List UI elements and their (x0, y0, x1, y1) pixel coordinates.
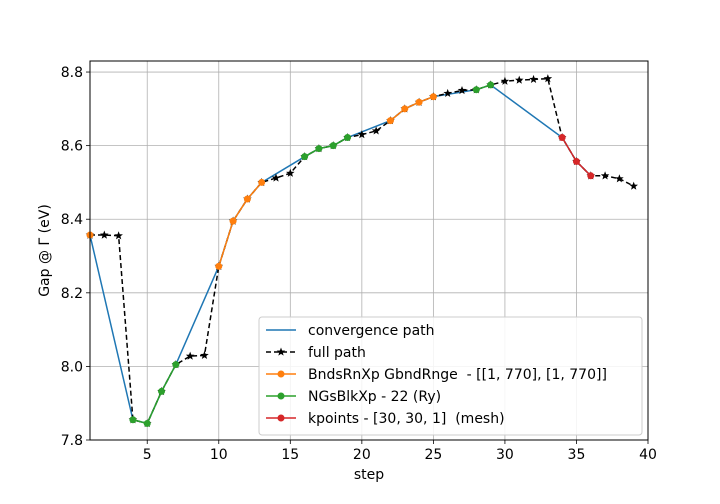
legend-marker (277, 392, 285, 400)
series-3-point (487, 81, 495, 89)
series-3-point (301, 153, 309, 161)
series-1-point (185, 351, 195, 360)
series-layer (85, 74, 638, 428)
series-2-point (229, 217, 237, 225)
x-tick-label: 25 (424, 447, 442, 463)
series-3-point (158, 387, 166, 395)
series-4-point (587, 172, 595, 180)
series-1-point (615, 174, 624, 183)
series-2-point (243, 195, 251, 203)
series-3-point (172, 361, 180, 369)
legend-label: kpoints - [30, 30, 1] (mesh) (308, 411, 505, 427)
x-tick-label: 10 (210, 447, 228, 463)
series-1-point (114, 231, 123, 240)
legend-marker (276, 347, 286, 356)
y-tick-label: 7.8 (61, 433, 83, 449)
series-1-point (443, 88, 452, 98)
series-1-point (357, 130, 367, 139)
series-1-point (271, 173, 281, 182)
series-4-point (558, 134, 566, 142)
series-1-point (371, 126, 381, 135)
series-3-point (143, 419, 151, 427)
grid (90, 61, 649, 441)
x-tick-label: 40 (639, 447, 657, 463)
legend-label: full path (308, 345, 366, 361)
series-1-point (500, 76, 510, 85)
series-3-point (344, 134, 352, 142)
x-tick-label: 15 (281, 447, 299, 463)
series-2-point (429, 93, 437, 101)
series-4-point (572, 157, 580, 165)
series-1-point (543, 74, 553, 83)
y-tick-label: 8.2 (61, 286, 83, 302)
ticks: 5 10 15 20 25 30 35 40 7.8 8.0 8.2 8.4 8.6 8.8 (61, 65, 657, 463)
series-3-point (129, 416, 137, 424)
x-tick-label: 20 (353, 447, 371, 463)
x-tick-label: 30 (496, 447, 514, 463)
plot-frame (89, 60, 649, 441)
legend-label: convergence path (308, 323, 435, 339)
series-3-point (329, 142, 337, 150)
series-1-point (514, 75, 524, 84)
x-axis-label: step (354, 467, 384, 483)
legend-label: NGsBlkXp - 22 (Ry) (308, 389, 441, 405)
series-2-point (215, 262, 223, 270)
series-2-line (218, 181, 263, 267)
series-2-point (415, 98, 423, 106)
series-1-point (629, 181, 638, 190)
y-tick-label: 8.6 (61, 139, 83, 155)
series-2-point (386, 117, 394, 125)
series-1-point (600, 171, 610, 180)
y-tick-label: 8.0 (61, 359, 83, 375)
series-2-line (389, 95, 434, 122)
series-3-point (315, 145, 323, 153)
y-tick-label: 8.4 (61, 212, 83, 228)
series-1-point (457, 85, 467, 95)
series-2-point (258, 178, 266, 186)
legend: convergence path full path BndsRnXp GbndRn… (258, 316, 643, 436)
series-1-point (529, 74, 538, 84)
series-3-point (472, 86, 480, 94)
series-3-line (304, 136, 348, 158)
x-tick-label: 5 (143, 447, 152, 463)
series-1-point (100, 230, 109, 239)
series-3-line (132, 364, 177, 425)
y-tick-label: 8.8 (61, 65, 83, 81)
legend-label: BndsRnXp GbndRnge - [[1, 770], [1, 770]] (308, 367, 607, 383)
series-2-point (401, 105, 409, 113)
series-1-point (200, 350, 209, 360)
y-axis-label: Gap @ Γ (eV) (37, 204, 53, 297)
legend-box (258, 316, 643, 436)
x-tick-label: 35 (568, 447, 586, 463)
legend-marker (277, 370, 285, 378)
legend-marker (277, 414, 285, 422)
series-1-point (286, 168, 295, 177)
